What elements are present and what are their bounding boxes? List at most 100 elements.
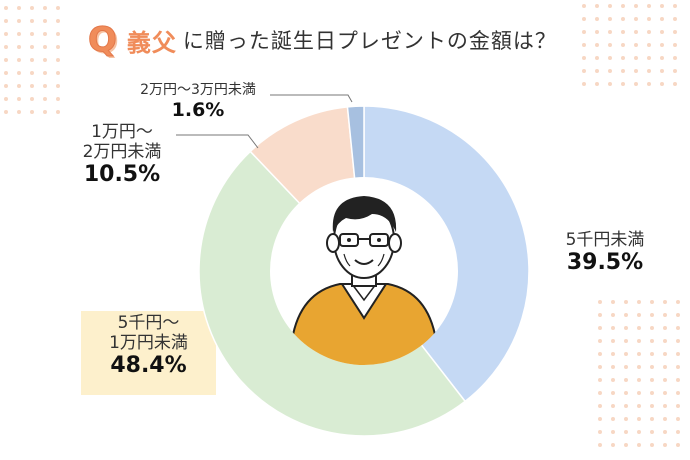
decorative-dot [676, 352, 680, 356]
decorative-dot [4, 71, 8, 75]
category-label: 2万円〜3万円未満 [140, 82, 256, 98]
decorative-dot [582, 4, 586, 8]
decorative-dot [608, 82, 612, 86]
decorative-dot [676, 313, 680, 317]
decorative-dot [624, 391, 628, 395]
decorative-dot [30, 97, 34, 101]
decorative-dot [611, 326, 615, 330]
decorative-dot [621, 4, 625, 8]
decorative-dot [43, 58, 47, 62]
decorative-dot [595, 69, 599, 73]
decorative-dot [17, 71, 21, 75]
decorative-dot [676, 300, 680, 304]
decorative-dot [598, 404, 602, 408]
decorative-dot [608, 4, 612, 8]
percent-label: 48.4% [110, 353, 187, 379]
decorative-dot [647, 4, 651, 8]
decorative-dot [598, 300, 602, 304]
label-10000-to-20000: 1万円〜 2万円未満 10.5% [62, 122, 182, 188]
decorative-dot [624, 326, 628, 330]
decorative-dot [56, 84, 60, 88]
question-subject: 義父 [126, 28, 177, 57]
decorative-dot [595, 4, 599, 8]
decorative-dot [4, 32, 8, 36]
decorative-dot [660, 30, 664, 34]
decorative-dot [598, 326, 602, 330]
decorative-dot [56, 110, 60, 114]
decorative-dot [650, 365, 654, 369]
decorative-dot [650, 313, 654, 317]
leader-lines [176, 94, 353, 149]
decorative-dot [663, 326, 667, 330]
decorative-dot [624, 443, 628, 447]
decorative-dot [30, 32, 34, 36]
decorative-dot [56, 58, 60, 62]
decorative-dot [673, 69, 677, 73]
question-text: に贈った誕生日プレゼントの金額は？ [182, 29, 557, 53]
decorative-dot [43, 45, 47, 49]
decorative-dot [634, 82, 638, 86]
decorative-dot [660, 82, 664, 86]
decorative-dot [598, 443, 602, 447]
decorative-dot [634, 17, 638, 21]
label-5000-to-10000: 5千円〜 1万円未満 48.4% [81, 313, 216, 379]
decorative-dot [676, 430, 680, 434]
decorative-dot [598, 339, 602, 343]
decorative-dot [676, 391, 680, 395]
decorative-dot [598, 352, 602, 356]
decorative-dot [598, 391, 602, 395]
decorative-dot [43, 19, 47, 23]
decorative-dot [663, 417, 667, 421]
decorative-dot [608, 30, 612, 34]
decorative-dot [650, 326, 654, 330]
decorative-dot [650, 352, 654, 356]
decorative-dot [650, 391, 654, 395]
decorative-dot [595, 17, 599, 21]
decorative-dot [637, 443, 641, 447]
decorative-dot [647, 17, 651, 21]
decorative-dot [624, 313, 628, 317]
decorative-dot [608, 43, 612, 47]
decorative-dot [624, 339, 628, 343]
decorative-dot [621, 30, 625, 34]
decorative-dot [608, 17, 612, 21]
leader-line-1to2 [176, 134, 259, 149]
decorative-dot [634, 43, 638, 47]
decorative-dot [582, 30, 586, 34]
decorative-dot [637, 326, 641, 330]
decorative-dot [4, 97, 8, 101]
question-header: Q 義父 に贈った誕生日プレゼントの金額は？ [88, 18, 557, 62]
decorative-dot [56, 97, 60, 101]
decorative-dot [4, 58, 8, 62]
decorative-dot [650, 443, 654, 447]
decorative-dot [650, 339, 654, 343]
decorative-dot [676, 417, 680, 421]
decorative-dot [30, 71, 34, 75]
decorative-dot [611, 339, 615, 343]
decorative-dot [17, 45, 21, 49]
decorative-dot [56, 19, 60, 23]
percent-label: 10.5% [83, 162, 161, 188]
decorative-dot [17, 84, 21, 88]
decorative-dot [673, 43, 677, 47]
decorative-dot [624, 378, 628, 382]
decorative-dot [650, 404, 654, 408]
decorative-dot [663, 313, 667, 317]
decorative-dot [673, 30, 677, 34]
decorative-dot [611, 378, 615, 382]
decorative-dot [4, 19, 8, 23]
decorative-dot [624, 300, 628, 304]
decorative-dot [663, 404, 667, 408]
decorative-dot [637, 404, 641, 408]
decorative-dot [582, 82, 586, 86]
decorative-dot [595, 56, 599, 60]
decorative-dot [634, 69, 638, 73]
decorative-dot [660, 43, 664, 47]
decorative-dot [650, 430, 654, 434]
category-label: 5千円未満 [565, 230, 645, 250]
decorative-dot [673, 56, 677, 60]
decorative-dot [660, 56, 664, 60]
decorative-dot [676, 443, 680, 447]
decorative-dot [611, 352, 615, 356]
